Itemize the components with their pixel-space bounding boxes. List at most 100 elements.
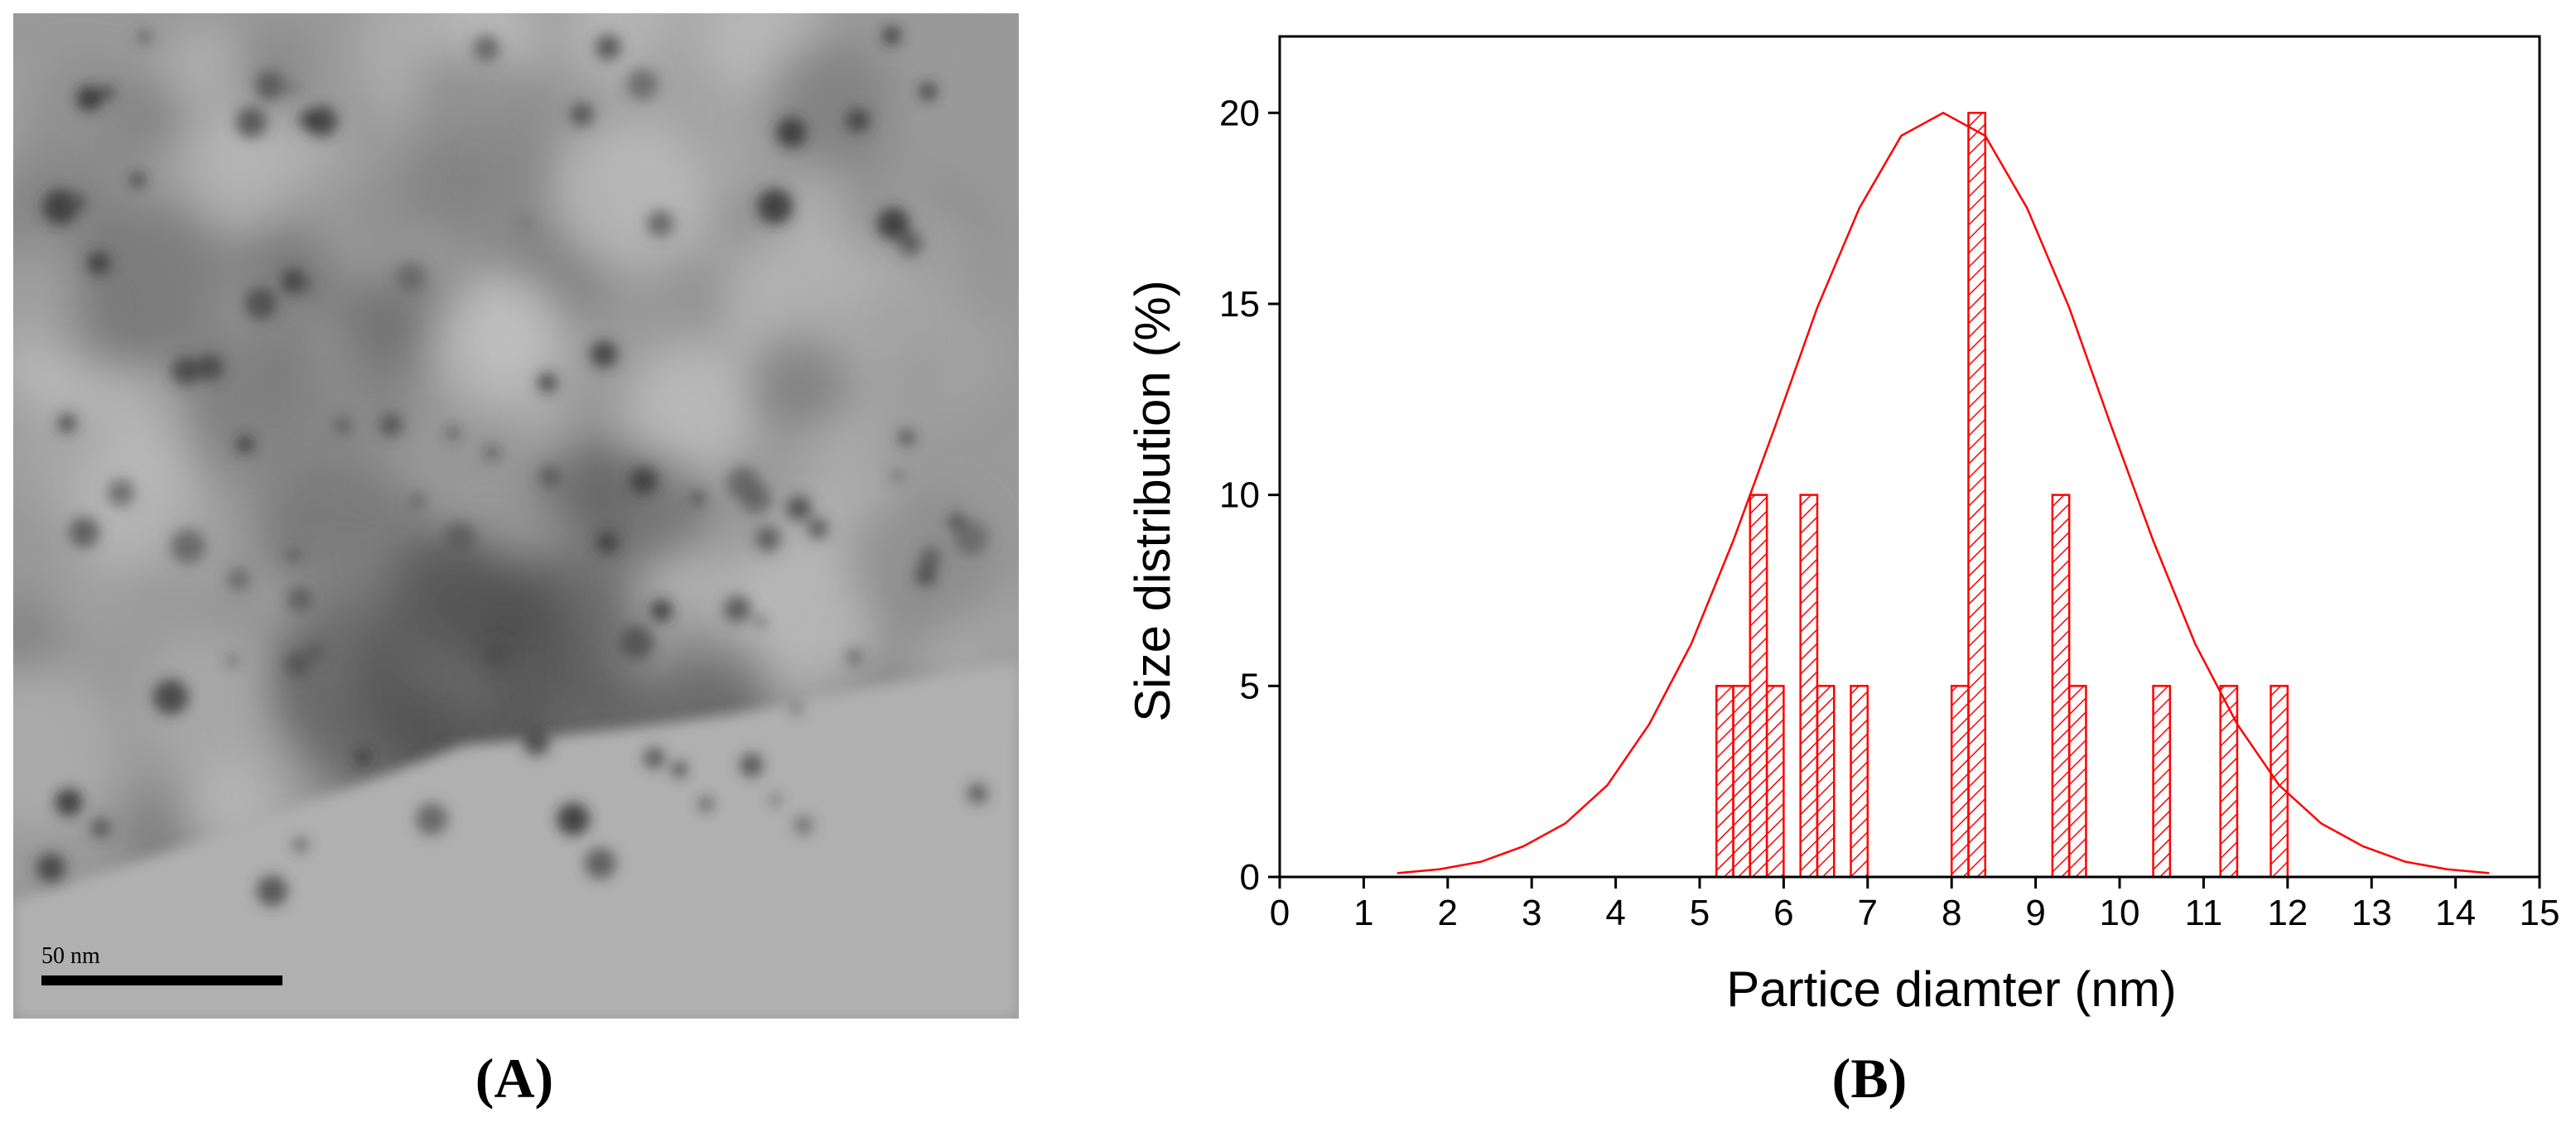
texture — [868, 13, 1001, 123]
particle — [287, 549, 300, 561]
x-axis-title: Partice diamter (nm) — [1726, 961, 2176, 1017]
particle — [473, 35, 499, 62]
x-tick-label: 15 — [2520, 893, 2560, 933]
particle — [590, 340, 618, 369]
particle — [626, 68, 658, 100]
x-tick-label: 3 — [1522, 893, 1541, 933]
particle — [107, 479, 135, 507]
particle — [619, 625, 654, 661]
particle — [671, 762, 687, 778]
bar — [1749, 494, 1768, 879]
texture — [13, 595, 63, 679]
bar — [1816, 685, 1836, 879]
particle — [152, 679, 189, 715]
particle — [847, 650, 861, 664]
particle — [914, 564, 937, 586]
particle — [897, 231, 923, 257]
particle — [899, 430, 914, 446]
particle — [287, 586, 313, 613]
particle — [919, 83, 937, 100]
particle — [539, 466, 561, 488]
particle — [101, 85, 115, 99]
bar — [2051, 494, 2071, 879]
particle — [723, 595, 751, 624]
particle — [967, 783, 988, 804]
scale-bar — [41, 975, 282, 985]
bar — [1715, 685, 1734, 879]
particle — [595, 34, 621, 60]
texture — [69, 202, 232, 366]
particle — [408, 493, 426, 511]
texture — [847, 489, 996, 638]
texture — [394, 13, 461, 57]
bar — [1799, 494, 1819, 879]
y-axis-title: Size distribution (%) — [1125, 280, 1180, 722]
particle — [58, 414, 76, 432]
particle — [786, 495, 812, 521]
tem-image — [13, 13, 1019, 1019]
bar — [2219, 685, 2239, 879]
particle — [284, 651, 311, 677]
particle — [876, 207, 909, 240]
particle — [299, 278, 315, 293]
particle — [776, 117, 807, 148]
particle — [596, 531, 620, 554]
particle — [557, 802, 590, 836]
bar — [1850, 685, 1869, 879]
bar — [2067, 685, 2087, 879]
texture — [292, 703, 383, 793]
particle — [227, 655, 238, 666]
y-tick-label: 15 — [1219, 284, 1260, 325]
particle — [255, 70, 285, 100]
particle — [740, 754, 764, 777]
particle — [379, 413, 403, 437]
particle — [584, 847, 616, 879]
particle — [415, 802, 448, 836]
particle — [306, 642, 326, 662]
particle — [953, 521, 988, 556]
x-tick-label: 14 — [2435, 893, 2476, 933]
particle — [726, 466, 760, 501]
particle — [483, 640, 511, 669]
particle — [807, 518, 829, 539]
particle — [644, 748, 665, 769]
particle — [891, 470, 903, 482]
y-tick-label: 5 — [1240, 666, 1260, 706]
particle — [486, 447, 498, 459]
particle — [55, 788, 83, 816]
x-tick-label: 12 — [2267, 893, 2308, 933]
texture — [13, 667, 117, 834]
texture — [626, 343, 756, 473]
bar — [1967, 112, 1987, 879]
bar — [1732, 685, 1752, 879]
particle — [630, 466, 658, 495]
texture — [827, 284, 980, 436]
x-tick-label: 5 — [1690, 893, 1710, 933]
texture — [452, 285, 553, 385]
particle — [444, 523, 475, 554]
bar — [2270, 685, 2289, 879]
particle — [699, 797, 713, 811]
particle — [332, 415, 353, 436]
chart: Partice diamter (nm) Size distribution (… — [1125, 35, 2560, 1017]
particle — [790, 702, 803, 715]
particle — [235, 106, 268, 138]
y-tick-label: 0 — [1240, 857, 1260, 898]
particle — [769, 794, 781, 806]
particle — [538, 373, 557, 393]
particle — [69, 517, 100, 548]
x-tick-label: 11 — [2185, 893, 2223, 933]
particle — [395, 263, 426, 293]
fit-curve — [1397, 111, 2490, 874]
particle — [137, 31, 152, 44]
y-tick-label: 10 — [1219, 475, 1260, 516]
x-tick-label: 13 — [2352, 893, 2392, 933]
texture — [140, 628, 287, 773]
particle — [794, 816, 813, 835]
particle — [690, 490, 706, 506]
particle — [755, 616, 766, 627]
particle — [257, 875, 288, 907]
particle — [196, 354, 224, 381]
texture — [183, 105, 299, 221]
scale-bar-label: 50 nm — [41, 943, 100, 969]
